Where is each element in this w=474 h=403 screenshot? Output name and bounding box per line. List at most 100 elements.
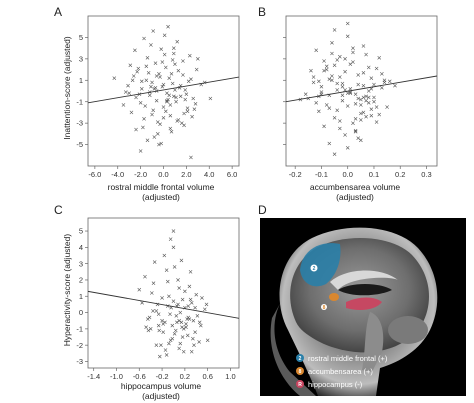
y-tick-label-c-8: 5 <box>79 227 83 236</box>
data-point <box>356 73 361 77</box>
data-point <box>361 95 366 100</box>
y-tick-label-c-1: -2 <box>76 341 83 350</box>
data-point <box>134 95 138 100</box>
data-point <box>385 105 389 109</box>
data-point <box>160 84 165 89</box>
data-point <box>372 95 376 100</box>
x-tick-label-b-3: 0.1 <box>369 170 379 179</box>
data-point <box>168 312 172 317</box>
scatter-points-c <box>137 229 210 359</box>
data-point <box>154 309 159 313</box>
y-tick-label-a-5: 5 <box>79 33 83 42</box>
data-point <box>175 119 180 123</box>
data-point <box>193 330 197 334</box>
data-point <box>191 96 196 101</box>
data-point <box>158 75 162 79</box>
data-point <box>136 66 141 71</box>
x-axis-title-a-line1: rostral middle frontal volume <box>108 182 215 192</box>
data-point <box>143 274 147 279</box>
data-point <box>183 88 188 92</box>
data-point <box>200 296 204 300</box>
data-point <box>151 309 155 313</box>
data-point <box>340 93 345 98</box>
data-point <box>330 78 334 83</box>
data-point <box>178 341 183 346</box>
data-point <box>348 87 353 91</box>
y-tick-label-c-2: -1 <box>76 324 83 333</box>
data-point <box>189 349 194 354</box>
data-point <box>167 76 172 80</box>
x-tick-label-a-4: 2.0 <box>181 170 191 179</box>
data-point <box>146 328 151 333</box>
data-point <box>168 113 173 118</box>
data-point <box>359 97 363 102</box>
data-point <box>356 136 361 140</box>
regression-line-c <box>88 290 239 319</box>
data-point <box>161 322 166 326</box>
data-point <box>345 104 350 108</box>
data-point <box>172 331 177 336</box>
data-point <box>159 343 163 347</box>
legend-num-hippocampus: R <box>298 382 302 388</box>
x-tick-label-a-0: -6.0 <box>88 170 101 179</box>
data-point <box>351 50 355 55</box>
data-point <box>162 52 167 57</box>
data-point <box>161 330 166 334</box>
data-point <box>348 91 353 95</box>
data-point <box>311 75 316 79</box>
x-tick-label-b-1: -0.1 <box>315 170 328 179</box>
data-point <box>164 268 169 272</box>
data-point <box>146 70 151 75</box>
data-point <box>393 83 397 88</box>
data-point <box>167 294 171 299</box>
data-point <box>374 105 379 109</box>
data-point <box>151 281 156 286</box>
y-tick-label-c-4: 1 <box>79 292 83 301</box>
region-marker-8 <box>321 304 327 310</box>
data-point <box>138 149 143 153</box>
data-point <box>345 91 350 95</box>
data-point <box>171 245 176 250</box>
panel-letter-c: C <box>54 203 63 217</box>
data-point <box>162 253 167 258</box>
ventricle <box>338 284 392 296</box>
x-tick-label-a-6: 6.0 <box>227 170 237 179</box>
data-point <box>343 88 347 92</box>
data-point <box>338 119 342 123</box>
data-point <box>135 69 140 74</box>
data-point <box>170 58 175 62</box>
data-point <box>186 79 191 84</box>
data-point <box>151 108 156 113</box>
data-point <box>361 110 366 115</box>
data-point <box>165 279 170 284</box>
data-point <box>157 142 161 147</box>
data-point <box>163 109 168 114</box>
data-point <box>148 327 153 331</box>
data-point <box>171 46 176 50</box>
y-tick-label-c-0: -3 <box>76 357 83 366</box>
data-point <box>359 118 363 122</box>
data-point <box>327 106 332 110</box>
data-point <box>172 265 177 269</box>
data-point <box>155 132 160 136</box>
data-point <box>314 48 319 53</box>
data-point <box>150 112 154 117</box>
legend-swatch-rostral <box>296 354 304 362</box>
data-point <box>147 315 152 320</box>
data-point <box>145 55 150 60</box>
legend-label-hippocampus: hippocampus (-) <box>308 380 363 389</box>
y-axis-title-a: Inattention-score (adjusted) <box>62 36 72 140</box>
data-point <box>317 109 321 114</box>
data-point <box>176 302 180 307</box>
data-point <box>181 73 185 77</box>
y-tick-label-a-0: -5 <box>76 140 83 149</box>
data-point <box>364 52 368 57</box>
data-point <box>154 98 159 103</box>
face-region <box>270 300 316 396</box>
data-point <box>152 87 157 91</box>
data-point <box>324 103 329 107</box>
plot-frame-b <box>285 15 438 167</box>
data-point <box>184 325 188 330</box>
data-point <box>196 57 200 61</box>
data-point <box>143 104 148 108</box>
